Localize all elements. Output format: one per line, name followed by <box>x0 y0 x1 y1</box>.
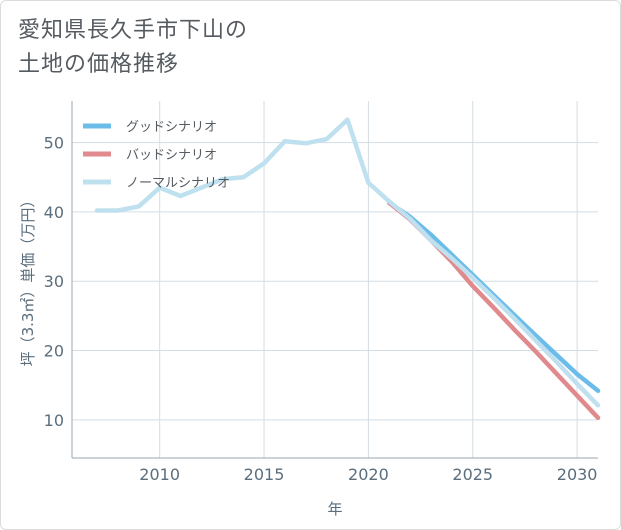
legend-label-0: グッドシナリオ <box>126 120 217 135</box>
chart-title-line-2: 土地の価格推移 <box>18 52 180 77</box>
x-axis-label: 年 <box>327 500 342 518</box>
chart-title: 愛知県長久手市下山の 土地の価格推移 <box>18 14 248 82</box>
chart-title-line-1: 愛知県長久手市下山の <box>18 18 249 43</box>
x-tick-label-2010: 2010 <box>139 465 180 484</box>
x-tick-label-2020: 2020 <box>348 465 389 484</box>
series-line-2 <box>94 117 601 408</box>
legend-label-1: バッドシナリオ <box>126 148 217 163</box>
x-tick-label-2030: 2030 <box>557 465 598 484</box>
y-tick-label-30: 30 <box>44 272 64 291</box>
y-tick-label-40: 40 <box>44 203 64 222</box>
y-axis-label: 坪（3.3㎡）単価（万円） <box>19 193 37 367</box>
y-tick-label-50: 50 <box>44 134 64 153</box>
x-tick-label-2015: 2015 <box>244 465 285 484</box>
y-tick-label-20: 20 <box>44 342 64 361</box>
x-tick-label-2025: 2025 <box>452 465 493 484</box>
legend-label-2: ノーマルシナリオ <box>126 176 230 191</box>
y-tick-label-10: 10 <box>44 411 64 430</box>
